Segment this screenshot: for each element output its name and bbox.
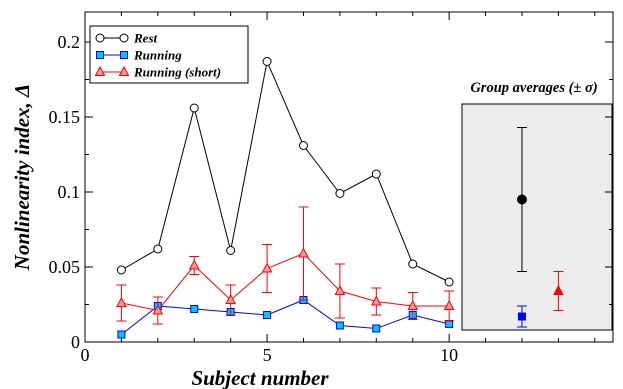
inset-running-point <box>517 312 526 321</box>
inset-panel <box>461 103 613 331</box>
legend-rest-marker-right <box>119 33 129 43</box>
running-short-point <box>407 299 419 310</box>
axis-ticks: 0 5 10 0 0.05 0.1 0.15 0.2 <box>49 12 613 365</box>
legend: Rest Running Running (short) <box>89 25 249 84</box>
legend-rest-marker-left <box>95 33 105 43</box>
y-tick-label: 0.1 <box>58 182 81 202</box>
running-short-point <box>116 296 127 307</box>
inset-rest-point <box>516 194 527 205</box>
rest-point <box>262 57 272 66</box>
legend-running-marker-right <box>120 51 128 59</box>
running-short-point <box>188 259 200 270</box>
x-tick-label: 0 <box>81 345 90 365</box>
running-point <box>117 330 126 339</box>
series-running-short <box>116 206 455 325</box>
y-tick-label: 0.2 <box>58 32 81 52</box>
running-point <box>335 321 344 330</box>
x-tick-label: 10 <box>440 345 458 365</box>
series-rest <box>116 57 454 287</box>
running-short-point <box>443 299 455 310</box>
rest-point <box>335 189 345 198</box>
x-axis-title: Subject number <box>191 366 329 389</box>
running-point <box>263 311 272 319</box>
running-point <box>372 324 381 333</box>
running-short-point <box>261 262 273 273</box>
rest-point <box>226 246 236 255</box>
running-short-line <box>121 252 450 312</box>
running-short-point <box>334 284 346 295</box>
legend-running-short-marker-right <box>118 65 130 76</box>
rest-point <box>371 169 381 179</box>
running-short-point <box>370 295 382 306</box>
rest-point <box>189 103 199 113</box>
y-tick-label: 0 <box>71 332 80 352</box>
group-averages-inset: Group averages (± σ) <box>461 80 613 331</box>
rest-point <box>116 265 126 275</box>
running-point <box>190 305 199 313</box>
series-running <box>117 296 454 339</box>
plot-frame <box>84 11 614 343</box>
rest-line <box>121 59 450 283</box>
y-tick-label: 0.05 <box>49 257 81 277</box>
y-tick-label: 0.15 <box>49 107 81 127</box>
y-axis-title: Nonlinearity index, Δ <box>10 84 34 271</box>
inset-running-short-point <box>553 284 564 295</box>
running-line <box>121 299 450 335</box>
x-tick-label: 5 <box>263 345 272 365</box>
legend-rest-label: Rest <box>133 31 158 46</box>
inset-title: Group averages (± σ) <box>470 80 597 96</box>
running-short-point <box>298 247 309 258</box>
rest-point <box>153 244 163 254</box>
running-short-point <box>152 304 164 315</box>
legend-running-short-label: Running (short) <box>133 65 221 80</box>
legend-running-label: Running <box>133 48 182 63</box>
legend-running-marker-left <box>96 51 104 59</box>
running-short-point <box>225 293 236 304</box>
data-series <box>116 57 455 339</box>
running-point <box>445 320 454 328</box>
rest-point <box>298 141 308 150</box>
rest-point <box>444 277 454 287</box>
rest-point <box>408 259 418 269</box>
legend-running-short-marker-left <box>94 65 106 76</box>
